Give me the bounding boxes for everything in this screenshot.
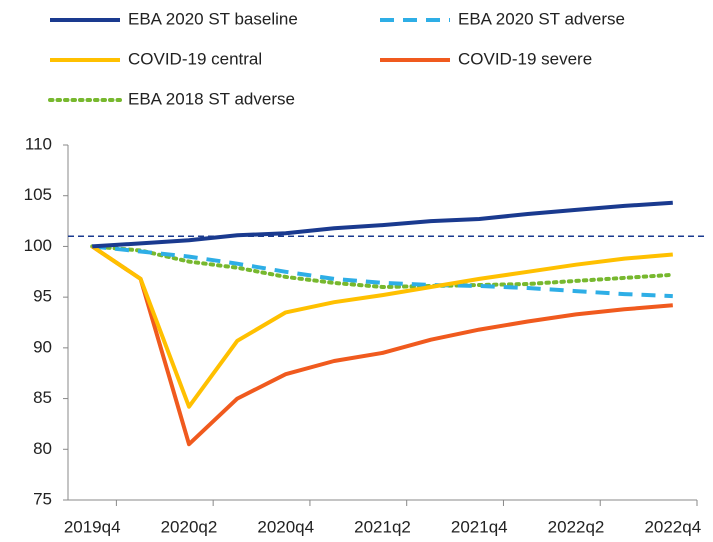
legend-label: EBA 2020 ST adverse — [458, 9, 625, 28]
y-tick-label: 80 — [33, 439, 52, 458]
legend-label: EBA 2018 ST adverse — [128, 89, 295, 108]
y-tick-label: 90 — [33, 337, 52, 356]
legend-label: COVID-19 severe — [458, 49, 592, 68]
series-line — [91, 244, 673, 299]
x-tick-label: 2022q4 — [644, 517, 701, 536]
series-line — [90, 244, 675, 289]
y-tick-label: 75 — [33, 489, 52, 508]
series-line — [91, 244, 673, 409]
legend-label: EBA 2020 ST baseline — [128, 9, 298, 28]
legend-label: COVID-19 central — [128, 49, 262, 68]
y-tick-label: 100 — [24, 236, 52, 255]
y-tick-label: 110 — [25, 134, 52, 153]
y-tick-label: 85 — [33, 388, 52, 407]
series-line — [91, 244, 673, 447]
x-tick-label: 2019q4 — [64, 517, 121, 536]
y-tick-label: 105 — [24, 185, 52, 204]
x-tick-label: 2020q4 — [257, 517, 314, 536]
y-tick-label: 95 — [33, 287, 52, 306]
x-tick-label: 2021q4 — [451, 517, 508, 536]
x-tick-label: 2021q2 — [354, 517, 411, 536]
x-tick-label: 2020q2 — [161, 517, 218, 536]
series-line — [92, 200, 673, 249]
x-tick-label: 2022q2 — [548, 517, 605, 536]
